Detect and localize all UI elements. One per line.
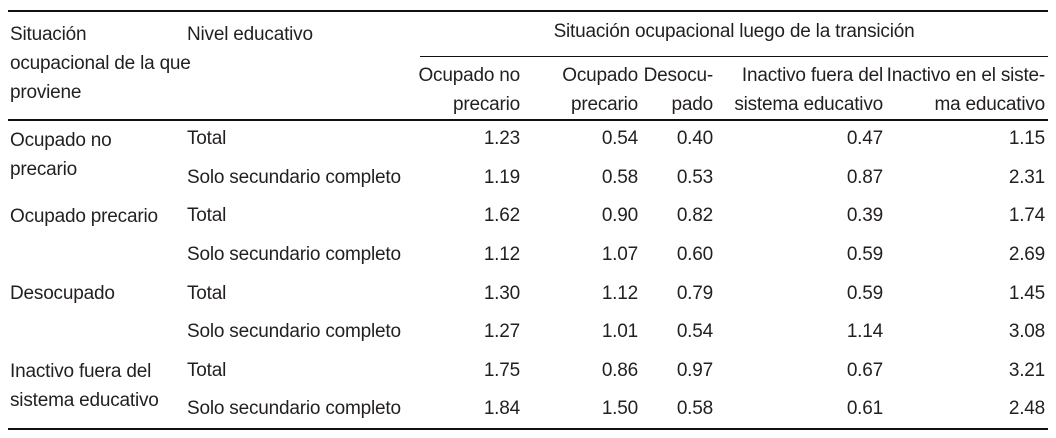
value-cell: 1.23 <box>483 128 520 150</box>
value-cell: 0.86 <box>601 359 638 381</box>
table-row: Solo secundario completo 1.27 1.01 0.54 … <box>8 313 1048 352</box>
header-origin-situation: Situación ocupacional de la que proviene <box>8 11 191 121</box>
table-row: Inactivo fuera del sistema educativo Tot… <box>8 352 1048 411</box>
value-cell: 3.21 <box>1008 359 1046 381</box>
header-span-after-transition: Situación ocupacional luego de la transi… <box>420 11 1049 57</box>
header-col-label: Inactivo fuera del sistema educativo <box>734 64 883 115</box>
value-cell: 0.90 <box>601 205 638 227</box>
header-col-label: Inactivo en el siste- ma educativo <box>886 64 1046 115</box>
header-col-label: Desocu- pado <box>643 64 714 115</box>
header-col-inactivo-fuera: Inactivo fuera del sistema educativo <box>716 56 886 121</box>
value-cell: 0.58 <box>676 398 713 420</box>
value-cell: 0.47 <box>846 128 883 150</box>
value-cell: 0.59 <box>846 282 883 304</box>
education-level-cell: Solo secundario completo <box>187 398 401 420</box>
header-col-label: Ocupado no precario <box>418 64 520 115</box>
value-cell: 1.27 <box>483 321 520 343</box>
occupational-transition-table: Situación ocupacional de la que proviene… <box>8 10 1049 430</box>
value-cell: 0.67 <box>846 359 883 381</box>
value-cell: 0.61 <box>846 398 883 420</box>
value-cell: 1.75 <box>483 359 520 381</box>
header-col-inactivo-sistema: Inactivo en el siste- ma educativo <box>886 56 1049 121</box>
value-cell: 2.48 <box>1008 398 1046 420</box>
header-col-ocupado-precario: Ocupado precario <box>523 56 641 121</box>
value-cell: 0.87 <box>846 166 883 188</box>
value-cell: 3.08 <box>1008 321 1046 343</box>
education-level-cell: Total <box>187 205 227 227</box>
value-cell: 0.40 <box>676 128 713 150</box>
education-level-cell: Total <box>187 128 227 150</box>
row-group-label: Ocupado precario <box>10 205 158 227</box>
value-cell: 0.60 <box>676 243 713 265</box>
header-education-level: Nivel educativo <box>185 11 420 121</box>
value-cell: 1.74 <box>1008 205 1046 227</box>
value-cell: 1.15 <box>1008 128 1046 150</box>
value-cell: 1.19 <box>483 166 520 188</box>
education-level-cell: Solo secundario completo <box>187 321 401 343</box>
value-cell: 0.79 <box>676 282 713 304</box>
value-cell: 1.14 <box>846 321 883 343</box>
value-cell: 1.01 <box>601 321 638 343</box>
value-cell: 0.54 <box>676 321 713 343</box>
value-cell: 1.84 <box>483 398 520 420</box>
table-row: Ocupado precario Total 1.62 0.90 0.82 0.… <box>8 197 1048 236</box>
table-row: Ocupado no precario Total 1.23 0.54 0.40… <box>8 120 1048 179</box>
header-col-label: Ocupado precario <box>562 64 638 115</box>
table-row: Desocupado Total 1.30 1.12 0.79 0.59 1.4… <box>8 274 1048 313</box>
education-level-cell: Solo secundario completo <box>187 243 401 265</box>
value-cell: 0.53 <box>676 166 713 188</box>
row-group-label: Inactivo fuera del sistema educativo <box>10 360 159 411</box>
value-cell: 2.69 <box>1008 243 1046 265</box>
value-cell: 0.58 <box>601 166 638 188</box>
value-cell: 0.82 <box>676 205 713 227</box>
value-cell: 1.07 <box>601 243 638 265</box>
header-col-desocupado: Desocu- pado <box>641 56 716 121</box>
value-cell: 0.59 <box>846 243 883 265</box>
value-cell: 2.31 <box>1008 166 1046 188</box>
value-cell: 0.54 <box>601 128 638 150</box>
value-cell: 0.97 <box>676 359 713 381</box>
value-cell: 1.12 <box>483 243 520 265</box>
header-col-ocupado-no-precario: Ocupado no precario <box>418 56 523 121</box>
value-cell: 1.45 <box>1008 282 1046 304</box>
value-cell: 0.39 <box>846 205 883 227</box>
row-group-label: Desocupado <box>10 283 115 305</box>
value-cell: 1.50 <box>601 398 638 420</box>
education-level-cell: Total <box>187 282 227 304</box>
education-level-cell: Total <box>187 359 227 381</box>
value-cell: 1.30 <box>483 282 520 304</box>
value-cell: 1.62 <box>483 205 520 227</box>
table-row: Solo secundario completo 1.12 1.07 0.60 … <box>8 236 1048 275</box>
value-cell: 1.12 <box>601 282 638 304</box>
education-level-cell: Solo secundario completo <box>187 166 401 188</box>
table-row: Solo secundario completo 1.19 0.58 0.53 … <box>8 158 1048 197</box>
table-row: Solo secundario completo 1.84 1.50 0.58 … <box>8 390 1048 429</box>
row-group-label: Ocupado no precario <box>10 129 112 180</box>
